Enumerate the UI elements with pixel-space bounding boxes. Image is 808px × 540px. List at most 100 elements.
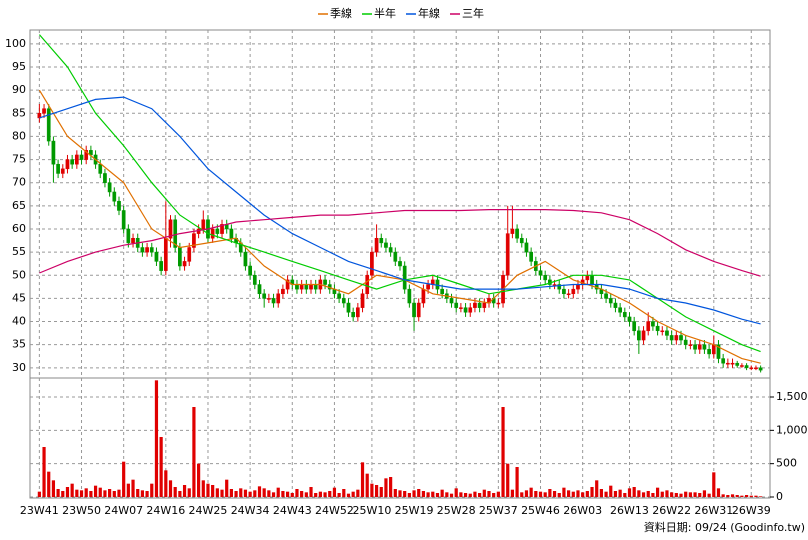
candle-body <box>145 247 149 253</box>
candle-body <box>716 344 721 359</box>
volume-bar <box>61 491 65 497</box>
candle-body <box>402 265 407 290</box>
candle-body <box>744 365 749 369</box>
candle-body <box>271 298 276 304</box>
volume-bar <box>403 491 407 497</box>
volume-bar <box>595 480 599 497</box>
candle-body <box>449 298 454 304</box>
candle-body <box>707 349 711 355</box>
volume-bar <box>75 489 79 497</box>
volume-bar <box>136 489 140 497</box>
x-tick-label: 24W34 <box>231 504 270 517</box>
candle-body <box>313 284 318 290</box>
volume-bar <box>445 492 449 497</box>
candle-body <box>463 307 468 313</box>
volume-bar <box>618 489 622 497</box>
x-tick-label: 25W10 <box>352 504 391 517</box>
candle-body <box>725 362 730 365</box>
volume-bar <box>562 487 566 497</box>
candle-body <box>440 288 445 295</box>
x-tick-label: 23W41 <box>20 504 59 517</box>
volume-bar <box>576 490 580 497</box>
volume-bar <box>178 491 182 497</box>
candle-body <box>407 288 412 304</box>
candle-body <box>412 302 416 318</box>
volume-bar <box>164 470 168 497</box>
volume-bar <box>637 490 641 497</box>
candle-body <box>74 154 79 165</box>
candle-body <box>674 335 679 341</box>
candle-body <box>56 163 60 174</box>
volume-bar <box>754 495 758 497</box>
x-tick-label: 26W03 <box>563 504 602 517</box>
candle-body <box>267 298 271 300</box>
candle-body <box>187 247 192 262</box>
volume-bar <box>365 473 369 497</box>
volume-bar <box>304 492 308 497</box>
candle-body <box>159 261 163 271</box>
candle-body <box>42 108 46 114</box>
volume-bar <box>712 472 716 497</box>
volume-bar <box>108 489 112 497</box>
volume-bar <box>332 487 337 497</box>
candle-body <box>112 191 117 202</box>
volume-bar <box>426 492 430 497</box>
volume-bar <box>557 493 561 497</box>
x-tick-label: 26W39 <box>732 504 771 517</box>
candle-body <box>220 224 224 234</box>
volume-bar <box>267 490 271 497</box>
volume-bar <box>702 490 707 497</box>
volume-bar <box>201 480 205 497</box>
volume-bar <box>529 487 533 497</box>
legend-label: 年線 <box>418 6 440 20</box>
x-tick-label: 26W31 <box>694 504 733 517</box>
volume-bar <box>271 492 276 497</box>
volume-bar <box>281 491 285 497</box>
y-tick-label: 60 <box>12 222 26 235</box>
candle-body <box>459 307 463 309</box>
candle-body <box>262 293 267 299</box>
ma-line <box>39 209 761 277</box>
candle-body <box>51 140 56 165</box>
volume-bar <box>225 479 229 497</box>
volume-bar <box>449 493 454 497</box>
volume-bar <box>112 491 116 497</box>
volume-bar <box>98 487 102 497</box>
volume-bar <box>684 491 688 497</box>
candle-body <box>346 302 351 313</box>
volume-bar <box>131 479 135 497</box>
candle-body <box>37 113 42 119</box>
candle-body <box>163 237 168 271</box>
volume-bar <box>257 486 262 497</box>
candle-body <box>243 251 248 267</box>
volume-bar <box>590 487 594 497</box>
volume-bar <box>679 493 683 497</box>
volume-bar <box>520 492 524 497</box>
y-tick-label: 40 <box>12 315 26 328</box>
volume-bar <box>651 493 655 497</box>
candle-body <box>538 270 543 276</box>
volume-bar <box>351 491 355 497</box>
candle-body <box>309 284 313 290</box>
volume-bar <box>613 491 618 497</box>
candle-body <box>117 200 121 211</box>
candle-body <box>477 302 482 308</box>
volume-bar <box>211 485 215 497</box>
volume-bar <box>665 490 669 497</box>
candle-body <box>416 302 421 318</box>
volume-bar <box>337 493 341 497</box>
y-tick-label: 70 <box>12 176 26 189</box>
volume-bar <box>567 490 571 497</box>
volume-bar <box>581 492 585 497</box>
candle-body <box>641 330 646 341</box>
volume-bar <box>506 463 510 497</box>
candle-body <box>201 219 206 230</box>
volume-bar <box>93 485 98 497</box>
candle-body <box>121 210 126 230</box>
candle-body <box>637 330 641 341</box>
volume-bar <box>759 496 763 497</box>
volume-bar <box>234 491 238 497</box>
volume-bar <box>431 491 435 497</box>
y-tick-label: 35 <box>12 338 26 351</box>
volume-bar <box>740 495 744 497</box>
